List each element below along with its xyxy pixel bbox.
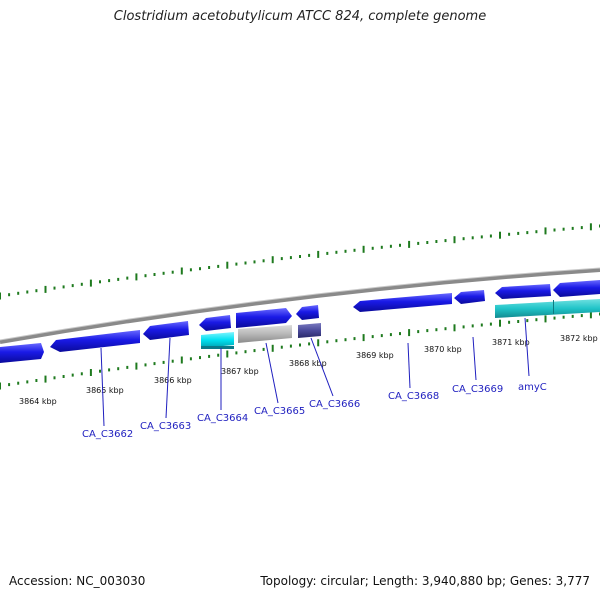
gene-labels: CA_C3662 CA_C3663 CA_C3664 CA_C3665 CA_C… xyxy=(82,382,547,440)
accession-text: Accession: NC_003030 xyxy=(9,574,146,588)
scale-tick-label: 3867 kbp xyxy=(221,367,259,376)
gene-feature-cyan[interactable] xyxy=(201,332,234,348)
scale-tick-label: 3872 kbp xyxy=(560,334,598,343)
gene-label[interactable]: CA_C3663 xyxy=(140,421,191,432)
gene-feature[interactable] xyxy=(353,293,452,312)
scale-tick-label: 3870 kbp xyxy=(424,345,462,354)
leader-line xyxy=(472,336,477,381)
gene-feature[interactable] xyxy=(454,290,485,304)
map-title: Clostridium acetobutylicum ATCC 824, com… xyxy=(113,9,487,24)
gene-feature-cyan-edge xyxy=(201,346,234,349)
forward-genes xyxy=(0,280,600,363)
gene-label[interactable]: CA_C3665 xyxy=(254,406,305,417)
genome-backbone-highlight xyxy=(0,267,600,341)
leader-line xyxy=(524,317,530,377)
gene-feature-grey[interactable] xyxy=(238,325,292,343)
upper-scale-dots xyxy=(0,223,600,300)
gene-feature-slate[interactable] xyxy=(298,323,321,338)
gene-feature[interactable] xyxy=(0,343,44,363)
scale-tick-label: 3869 kbp xyxy=(356,351,394,360)
leader-line xyxy=(265,342,279,404)
leader-line xyxy=(165,337,171,419)
gene-feature[interactable] xyxy=(296,305,319,320)
gene-feature[interactable] xyxy=(553,280,600,297)
scale-labels: 3864 kbp 3865 kbp 3866 kbp 3867 kbp 3868… xyxy=(19,334,598,406)
gene-leader-lines xyxy=(100,317,530,427)
gene-label[interactable]: CA_C3664 xyxy=(197,413,248,424)
leader-line xyxy=(310,337,334,397)
leader-line xyxy=(407,342,411,389)
scale-tick-label: 3866 kbp xyxy=(154,376,192,385)
lower-scale-dots xyxy=(0,311,600,390)
gene-feature-teal-divider xyxy=(553,300,554,314)
gene-feature[interactable] xyxy=(495,284,551,299)
gene-label[interactable]: CA_C3666 xyxy=(309,399,360,410)
gene-feature[interactable] xyxy=(50,330,140,352)
gene-feature[interactable] xyxy=(199,315,231,331)
gene-label[interactable]: CA_C3662 xyxy=(82,429,133,440)
topology-text: Topology: circular; Length: 3,940,880 bp… xyxy=(260,574,590,588)
gene-label[interactable]: CA_C3668 xyxy=(388,391,439,402)
gene-feature-teal[interactable] xyxy=(495,299,600,318)
leader-line xyxy=(100,347,105,427)
gene-feature[interactable] xyxy=(143,321,189,340)
scale-tick-label: 3864 kbp xyxy=(19,397,57,406)
gene-label[interactable]: CA_C3669 xyxy=(452,384,503,395)
gene-label[interactable]: amyC xyxy=(518,382,547,393)
genome-backbone xyxy=(0,268,600,344)
gene-feature[interactable] xyxy=(236,308,292,328)
scale-tick-label: 3865 kbp xyxy=(86,386,124,395)
scale-tick-label: 3871 kbp xyxy=(492,338,530,347)
reverse-genes xyxy=(201,299,600,349)
scale-tick-label: 3868 kbp xyxy=(289,359,327,368)
